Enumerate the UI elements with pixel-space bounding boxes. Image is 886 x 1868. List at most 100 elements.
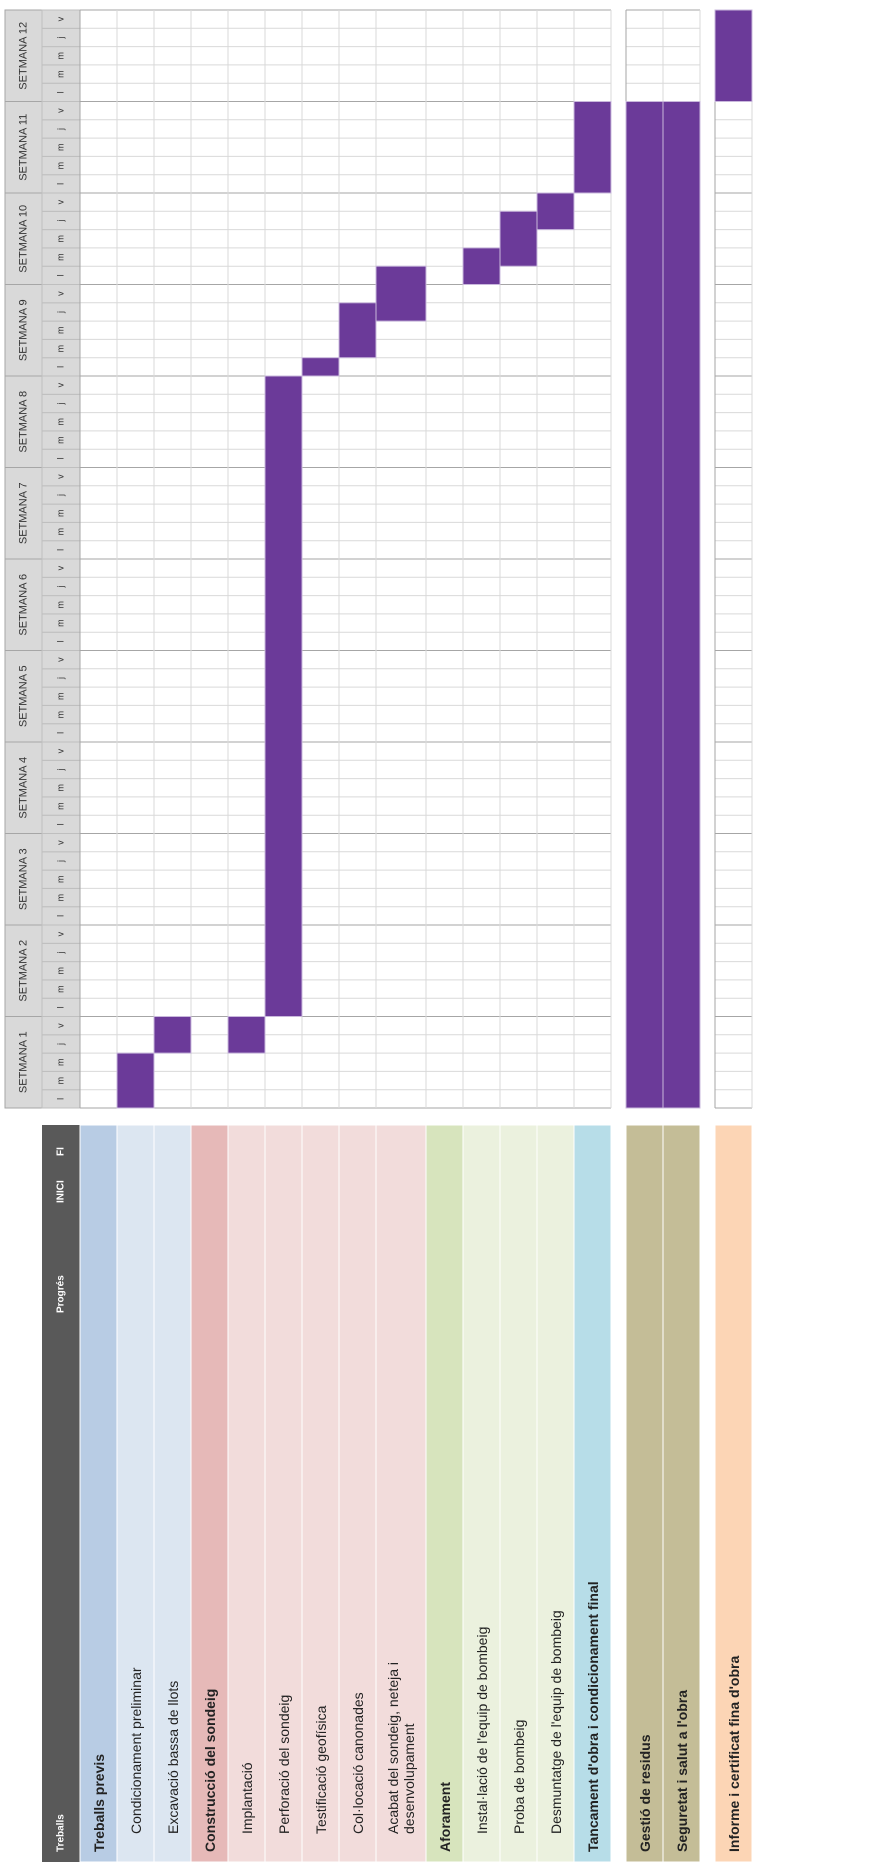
day-label: j xyxy=(55,128,65,131)
day-label: j xyxy=(55,1043,65,1046)
task-name: Testificació geofísica xyxy=(312,1705,329,1834)
task-name: Treballs previs xyxy=(90,1753,107,1852)
gantt-bar xyxy=(227,1015,266,1054)
gantt-bar xyxy=(338,302,377,359)
day-label: v xyxy=(55,1023,65,1028)
task-name: Instal·lació de l'equip de bombeig xyxy=(473,1626,490,1834)
day-label: m xyxy=(55,52,65,60)
week-label: SETMANA 3 xyxy=(17,848,29,910)
task-name: Excavació bassa de llots xyxy=(164,1680,181,1834)
task-name: Tancament d'obra i condicionament final xyxy=(584,1581,601,1852)
day-label: m xyxy=(55,894,65,902)
day-label: m xyxy=(55,1059,65,1067)
gantt-bar xyxy=(301,357,340,377)
gantt-bar xyxy=(714,9,753,102)
day-label: l xyxy=(55,1006,65,1008)
gantt-bar xyxy=(153,1015,192,1054)
day-label: m xyxy=(55,345,65,353)
day-label: l xyxy=(55,1098,65,1100)
task-name: Acabat del sondeig, neteja i desenvolupa… xyxy=(385,1661,417,1834)
gantt-bar xyxy=(536,192,575,231)
gantt-bar xyxy=(116,1052,155,1109)
day-label: m xyxy=(55,70,65,78)
task-name: Construcció del sondeig xyxy=(201,1688,218,1852)
day-label: m xyxy=(55,235,65,243)
day-label: m xyxy=(55,162,65,170)
week-label: SETMANA 10 xyxy=(17,205,29,273)
day-label: l xyxy=(55,366,65,368)
week-label: SETMANA 8 xyxy=(17,391,29,453)
day-label: m xyxy=(55,784,65,792)
task-name: Informe i certificat fina d'obra xyxy=(725,1655,742,1852)
week-label: SETMANA 12 xyxy=(17,22,29,90)
day-label: v xyxy=(55,657,65,662)
day-label: v xyxy=(55,474,65,479)
day-label: l xyxy=(55,183,65,185)
day-label: l xyxy=(55,823,65,825)
task-cell xyxy=(227,1124,266,1863)
day-label: j xyxy=(55,677,65,680)
day-label: v xyxy=(55,199,65,204)
day-label: v xyxy=(55,16,65,21)
task-name: Gestió de residus xyxy=(636,1734,653,1852)
gantt-bar xyxy=(462,247,501,285)
day-label: m xyxy=(55,802,65,810)
task-name: Seguretat i salut a l'obra xyxy=(673,1689,690,1852)
day-label: j xyxy=(55,585,65,588)
day-label: m xyxy=(55,693,65,701)
week-label: SETMANA 7 xyxy=(17,482,29,544)
day-label: l xyxy=(55,732,65,734)
day-label: j xyxy=(55,768,65,771)
gantt-bar xyxy=(625,101,664,1109)
group-cell xyxy=(714,1124,753,1863)
day-label: m xyxy=(55,601,65,609)
day-label: m xyxy=(55,619,65,627)
day-label: m xyxy=(55,253,65,261)
day-label: j xyxy=(55,494,65,497)
day-label: v xyxy=(55,108,65,113)
day-label: m xyxy=(55,528,65,536)
task-name: Col·locació canonades xyxy=(349,1692,366,1834)
group-cell xyxy=(79,1124,118,1863)
week-label: SETMANA 6 xyxy=(17,574,29,636)
day-label: j xyxy=(55,402,65,405)
column-header: INICI xyxy=(56,1180,67,1203)
group-cell xyxy=(425,1124,464,1863)
gantt-bar xyxy=(375,265,427,322)
day-label: v xyxy=(55,840,65,845)
gantt-bar xyxy=(662,101,701,1109)
day-label: j xyxy=(55,311,65,314)
day-label: l xyxy=(55,549,65,551)
day-label: j xyxy=(55,860,65,863)
task-name: Condicionament preliminar xyxy=(127,1667,144,1834)
day-label: m xyxy=(55,418,65,426)
task-name: Perforació del sondeig xyxy=(275,1694,292,1834)
day-label: m xyxy=(55,1077,65,1085)
day-label: l xyxy=(55,274,65,276)
column-header: Treballs xyxy=(56,1814,67,1852)
week-label: SETMANA 5 xyxy=(17,665,29,727)
day-label: v xyxy=(55,931,65,936)
gantt-bar xyxy=(499,210,538,267)
day-label: m xyxy=(55,876,65,884)
task-name: Proba de bombeig xyxy=(510,1719,527,1834)
day-label: m xyxy=(55,510,65,518)
task-name: Implantació xyxy=(238,1762,255,1834)
day-label: v xyxy=(55,565,65,570)
gantt-bar xyxy=(264,375,303,1017)
group-cell xyxy=(662,1124,701,1863)
week-label: SETMANA 2 xyxy=(17,940,29,1002)
task-name: Desmuntatge de l'equip de bombeig xyxy=(547,1610,564,1834)
header-band xyxy=(42,1125,80,1862)
day-label: m xyxy=(55,436,65,444)
day-label: j xyxy=(55,951,65,954)
day-label: v xyxy=(55,382,65,387)
day-label: l xyxy=(55,457,65,459)
day-label: m xyxy=(55,144,65,152)
day-label: m xyxy=(55,327,65,335)
day-label: j xyxy=(55,219,65,222)
week-label: SETMANA 11 xyxy=(17,114,29,181)
